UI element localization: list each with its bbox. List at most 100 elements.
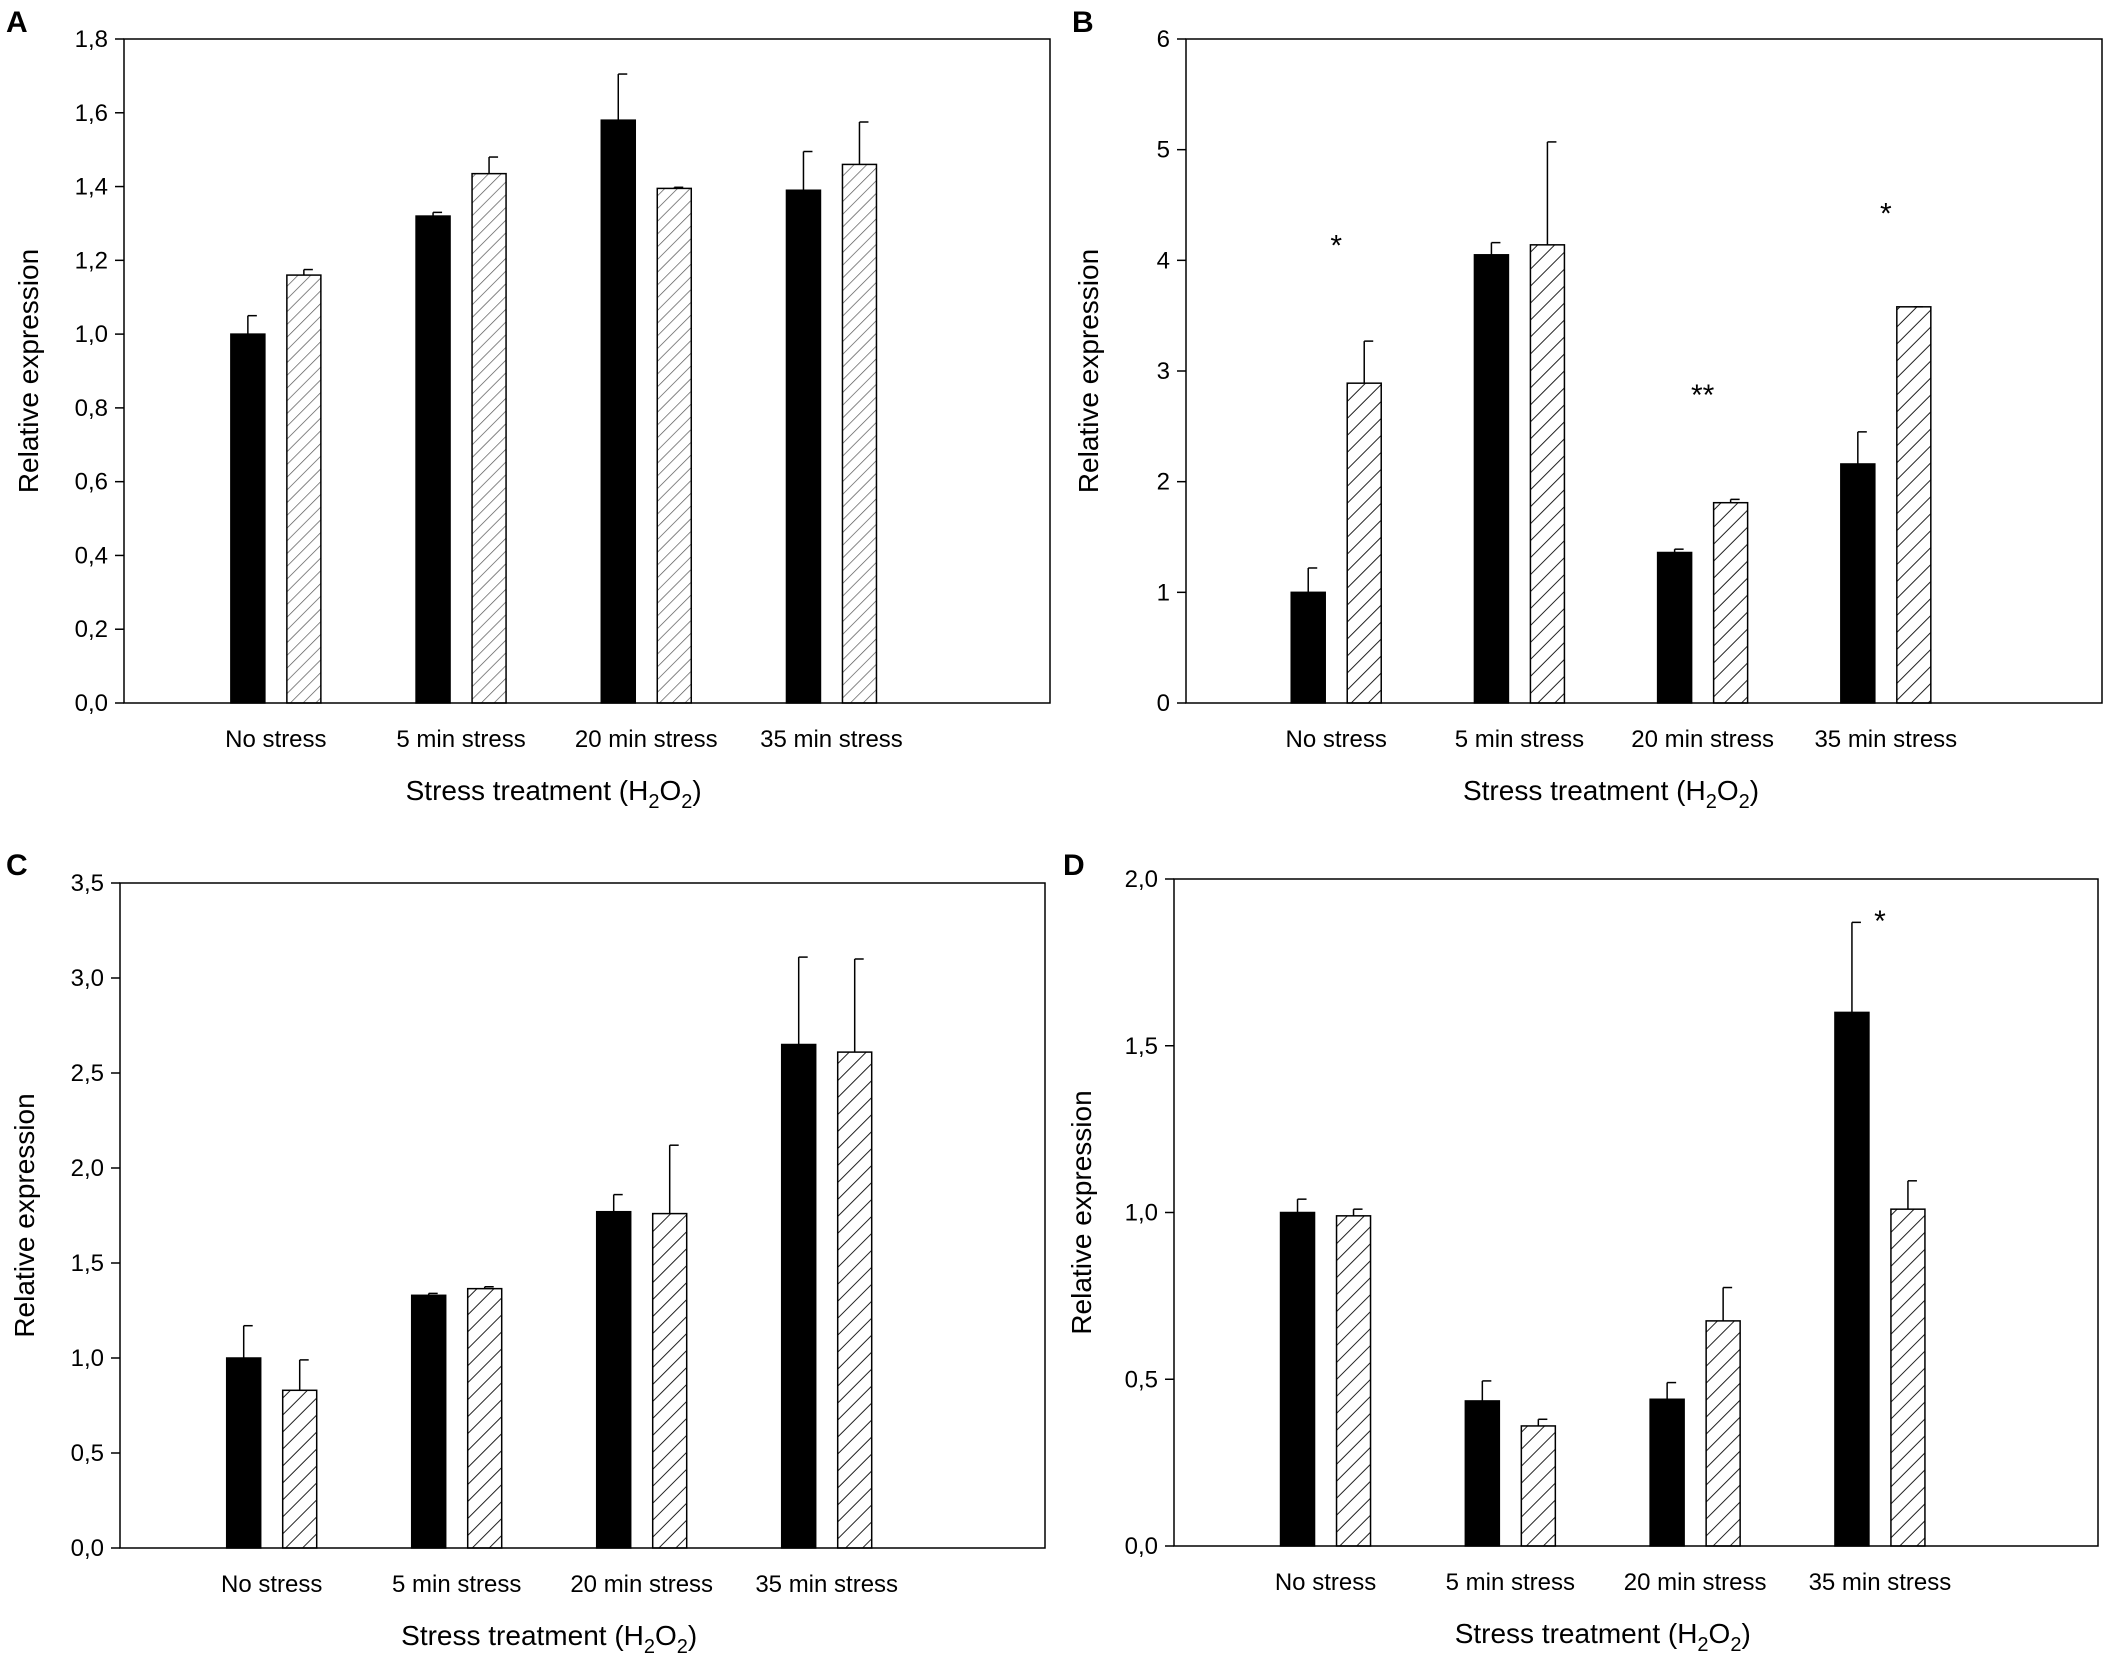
- x-axis-title-part: O: [1709, 1618, 1731, 1649]
- y-axis-title: Relative expression: [1066, 1090, 1097, 1334]
- y-tick-label: 5: [1157, 137, 1170, 164]
- plot-frame: [119, 882, 1046, 1549]
- y-tick-label: 3,5: [71, 870, 104, 897]
- y-tick-label: 0,6: [75, 469, 108, 496]
- category-label: No stress: [1286, 726, 1387, 753]
- y-tick-label: 3,0: [71, 965, 104, 992]
- significance-marker: *: [1874, 905, 1886, 938]
- y-tick-label: 1,2: [75, 247, 108, 274]
- x-axis-title: Stress treatment (H2O2): [1463, 775, 1759, 813]
- bar-hatched-0: [281, 1389, 318, 1549]
- category-label: No stress: [1275, 1569, 1376, 1596]
- bar-solid-0: [1279, 1211, 1316, 1547]
- bar-solid-2: [1649, 1398, 1685, 1547]
- y-tick-label: 0,0: [1125, 1533, 1158, 1560]
- bar-solid-1: [1473, 254, 1510, 704]
- bar-hatched-1: [471, 172, 507, 704]
- significance-marker: **: [1691, 379, 1715, 412]
- x-axis-title-subscript: 2: [1706, 791, 1717, 813]
- category-label: 20 min stress: [575, 726, 718, 753]
- y-tick-label: 1: [1157, 579, 1170, 606]
- y-axis-title: Relative expression: [13, 249, 44, 493]
- category-label: No stress: [225, 726, 326, 753]
- x-axis-title-part: Stress treatment (H: [406, 775, 649, 806]
- bar-hatched-2: [1712, 501, 1749, 704]
- x-axis-title-part: ): [692, 775, 701, 806]
- y-tick-label: 0,2: [75, 616, 108, 643]
- x-axis-title-part: ): [1741, 1618, 1750, 1649]
- bar-hatched-2: [651, 1212, 688, 1549]
- category-label: 5 min stress: [1455, 726, 1584, 753]
- x-axis-title-subscript: 2: [1730, 1634, 1741, 1656]
- significance-marker: *: [1880, 198, 1892, 231]
- category-label: 20 min stress: [1631, 726, 1774, 753]
- panel-letter: C: [6, 849, 28, 882]
- category-label: 5 min stress: [392, 1571, 521, 1598]
- panel-letter: B: [1072, 6, 1094, 39]
- bar-solid-0: [225, 1357, 262, 1549]
- bar-hatched-1: [1529, 244, 1566, 704]
- category-label: 20 min stress: [570, 1571, 713, 1598]
- y-tick-label: 0,0: [71, 1535, 104, 1562]
- bar-solid-2: [1656, 551, 1693, 704]
- category-label: 35 min stress: [760, 726, 903, 753]
- x-axis-title: Stress treatment (H2O2): [401, 1620, 697, 1658]
- bar-solid-1: [1464, 1400, 1501, 1547]
- x-axis-title-subscript: 2: [1739, 791, 1750, 813]
- y-tick-label: 0,5: [71, 1440, 104, 1467]
- x-axis-title-subscript: 2: [681, 791, 692, 813]
- bar-hatched-1: [466, 1287, 503, 1549]
- bar-solid-0: [230, 333, 266, 704]
- bar-hatched-2: [656, 187, 693, 704]
- y-tick-label: 1,6: [75, 100, 108, 127]
- bar-hatched-1: [1520, 1425, 1557, 1547]
- bar-solid-1: [410, 1294, 447, 1549]
- bar-hatched-0: [286, 274, 322, 704]
- bar-hatched-3: [1890, 1208, 1926, 1547]
- x-axis-title-subscript: 2: [1697, 1634, 1708, 1656]
- category-label: 35 min stress: [755, 1571, 898, 1598]
- category-label: 5 min stress: [1446, 1569, 1575, 1596]
- bar-solid-3: [1834, 1011, 1870, 1547]
- bar-solid-1: [415, 215, 451, 704]
- x-axis-title-part: Stress treatment (H: [1463, 775, 1706, 806]
- y-tick-label: 0,8: [75, 395, 108, 422]
- category-label: 35 min stress: [1814, 726, 1957, 753]
- x-axis-title-part: Stress treatment (H: [401, 1620, 644, 1651]
- y-tick-label: 0: [1157, 690, 1170, 717]
- y-tick-label: 1,4: [75, 174, 108, 201]
- significance-marker: *: [1330, 230, 1342, 263]
- bar-solid-2: [595, 1210, 632, 1549]
- x-axis-title-part: ): [1750, 775, 1759, 806]
- panel-letter: D: [1063, 849, 1085, 882]
- category-label: No stress: [221, 1571, 322, 1598]
- y-tick-label: 3: [1157, 358, 1170, 385]
- y-tick-label: 1,8: [75, 26, 108, 53]
- bar-hatched-3: [1896, 306, 1932, 704]
- y-axis-title: Relative expression: [1073, 249, 1104, 493]
- y-tick-label: 1,0: [1125, 1200, 1158, 1227]
- y-tick-label: 1,0: [71, 1345, 104, 1372]
- x-axis-title-subscript: 2: [648, 791, 659, 813]
- bar-hatched-0: [1346, 382, 1382, 704]
- bar-hatched-3: [841, 163, 878, 704]
- x-axis-title-part: Stress treatment (H: [1455, 1618, 1698, 1649]
- panel-c: C No stress 5 min stress 20 min stress 35 mi…: [6, 849, 1046, 1658]
- y-tick-label: 2,0: [71, 1155, 104, 1182]
- panel-a: A No stress 5 min stress 20 min stress 35 mi…: [6, 6, 1051, 813]
- x-axis-title-part: O: [655, 1620, 677, 1651]
- y-axis-title: Relative expression: [9, 1093, 40, 1337]
- y-tick-label: 6: [1157, 26, 1170, 53]
- x-axis-title-subscript: 2: [644, 1636, 655, 1658]
- y-tick-label: 2,5: [71, 1060, 104, 1087]
- x-axis-title-part: ): [688, 1620, 697, 1651]
- x-axis-title-part: O: [1717, 775, 1739, 806]
- bar-hatched-0: [1335, 1215, 1372, 1547]
- bar-solid-0: [1290, 591, 1326, 704]
- y-tick-label: 0,4: [75, 542, 108, 569]
- panel-letter: A: [6, 6, 28, 39]
- y-tick-label: 1,0: [75, 321, 108, 348]
- bar-solid-3: [1840, 463, 1876, 704]
- bar-hatched-3: [836, 1051, 873, 1549]
